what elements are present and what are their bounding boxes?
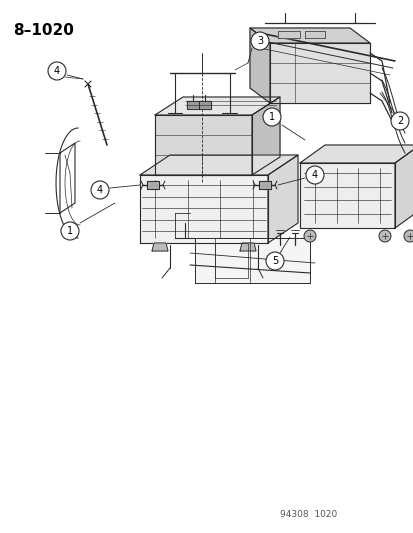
Polygon shape	[240, 243, 255, 251]
Circle shape	[303, 230, 315, 242]
Circle shape	[91, 181, 109, 199]
Polygon shape	[147, 181, 159, 189]
Text: 4: 4	[54, 66, 60, 76]
Polygon shape	[140, 175, 267, 243]
Polygon shape	[299, 163, 394, 228]
Polygon shape	[152, 243, 168, 251]
Polygon shape	[304, 31, 324, 38]
Polygon shape	[299, 145, 413, 163]
Circle shape	[266, 252, 283, 270]
Circle shape	[250, 32, 268, 50]
Polygon shape	[249, 28, 369, 43]
Polygon shape	[249, 28, 269, 103]
Circle shape	[61, 222, 79, 240]
Polygon shape	[277, 31, 299, 38]
Text: 5: 5	[271, 256, 278, 266]
Circle shape	[262, 108, 280, 126]
Polygon shape	[259, 181, 271, 189]
Circle shape	[305, 166, 323, 184]
Text: 4: 4	[97, 185, 103, 195]
Text: 1: 1	[67, 226, 73, 236]
Circle shape	[48, 62, 66, 80]
Polygon shape	[195, 238, 309, 283]
Polygon shape	[187, 101, 199, 109]
Polygon shape	[154, 97, 279, 115]
Polygon shape	[252, 97, 279, 175]
Circle shape	[378, 230, 390, 242]
Text: 3: 3	[256, 36, 262, 46]
Text: 1: 1	[268, 112, 274, 122]
Text: 2: 2	[396, 116, 402, 126]
Circle shape	[390, 112, 408, 130]
Polygon shape	[199, 101, 211, 109]
Polygon shape	[394, 145, 413, 228]
Text: 4: 4	[311, 170, 317, 180]
Polygon shape	[267, 155, 297, 243]
Text: 94308  1020: 94308 1020	[279, 510, 337, 519]
Polygon shape	[269, 43, 369, 103]
Polygon shape	[140, 155, 297, 175]
Text: 8–1020: 8–1020	[13, 23, 74, 38]
Polygon shape	[154, 115, 252, 175]
Circle shape	[403, 230, 413, 242]
